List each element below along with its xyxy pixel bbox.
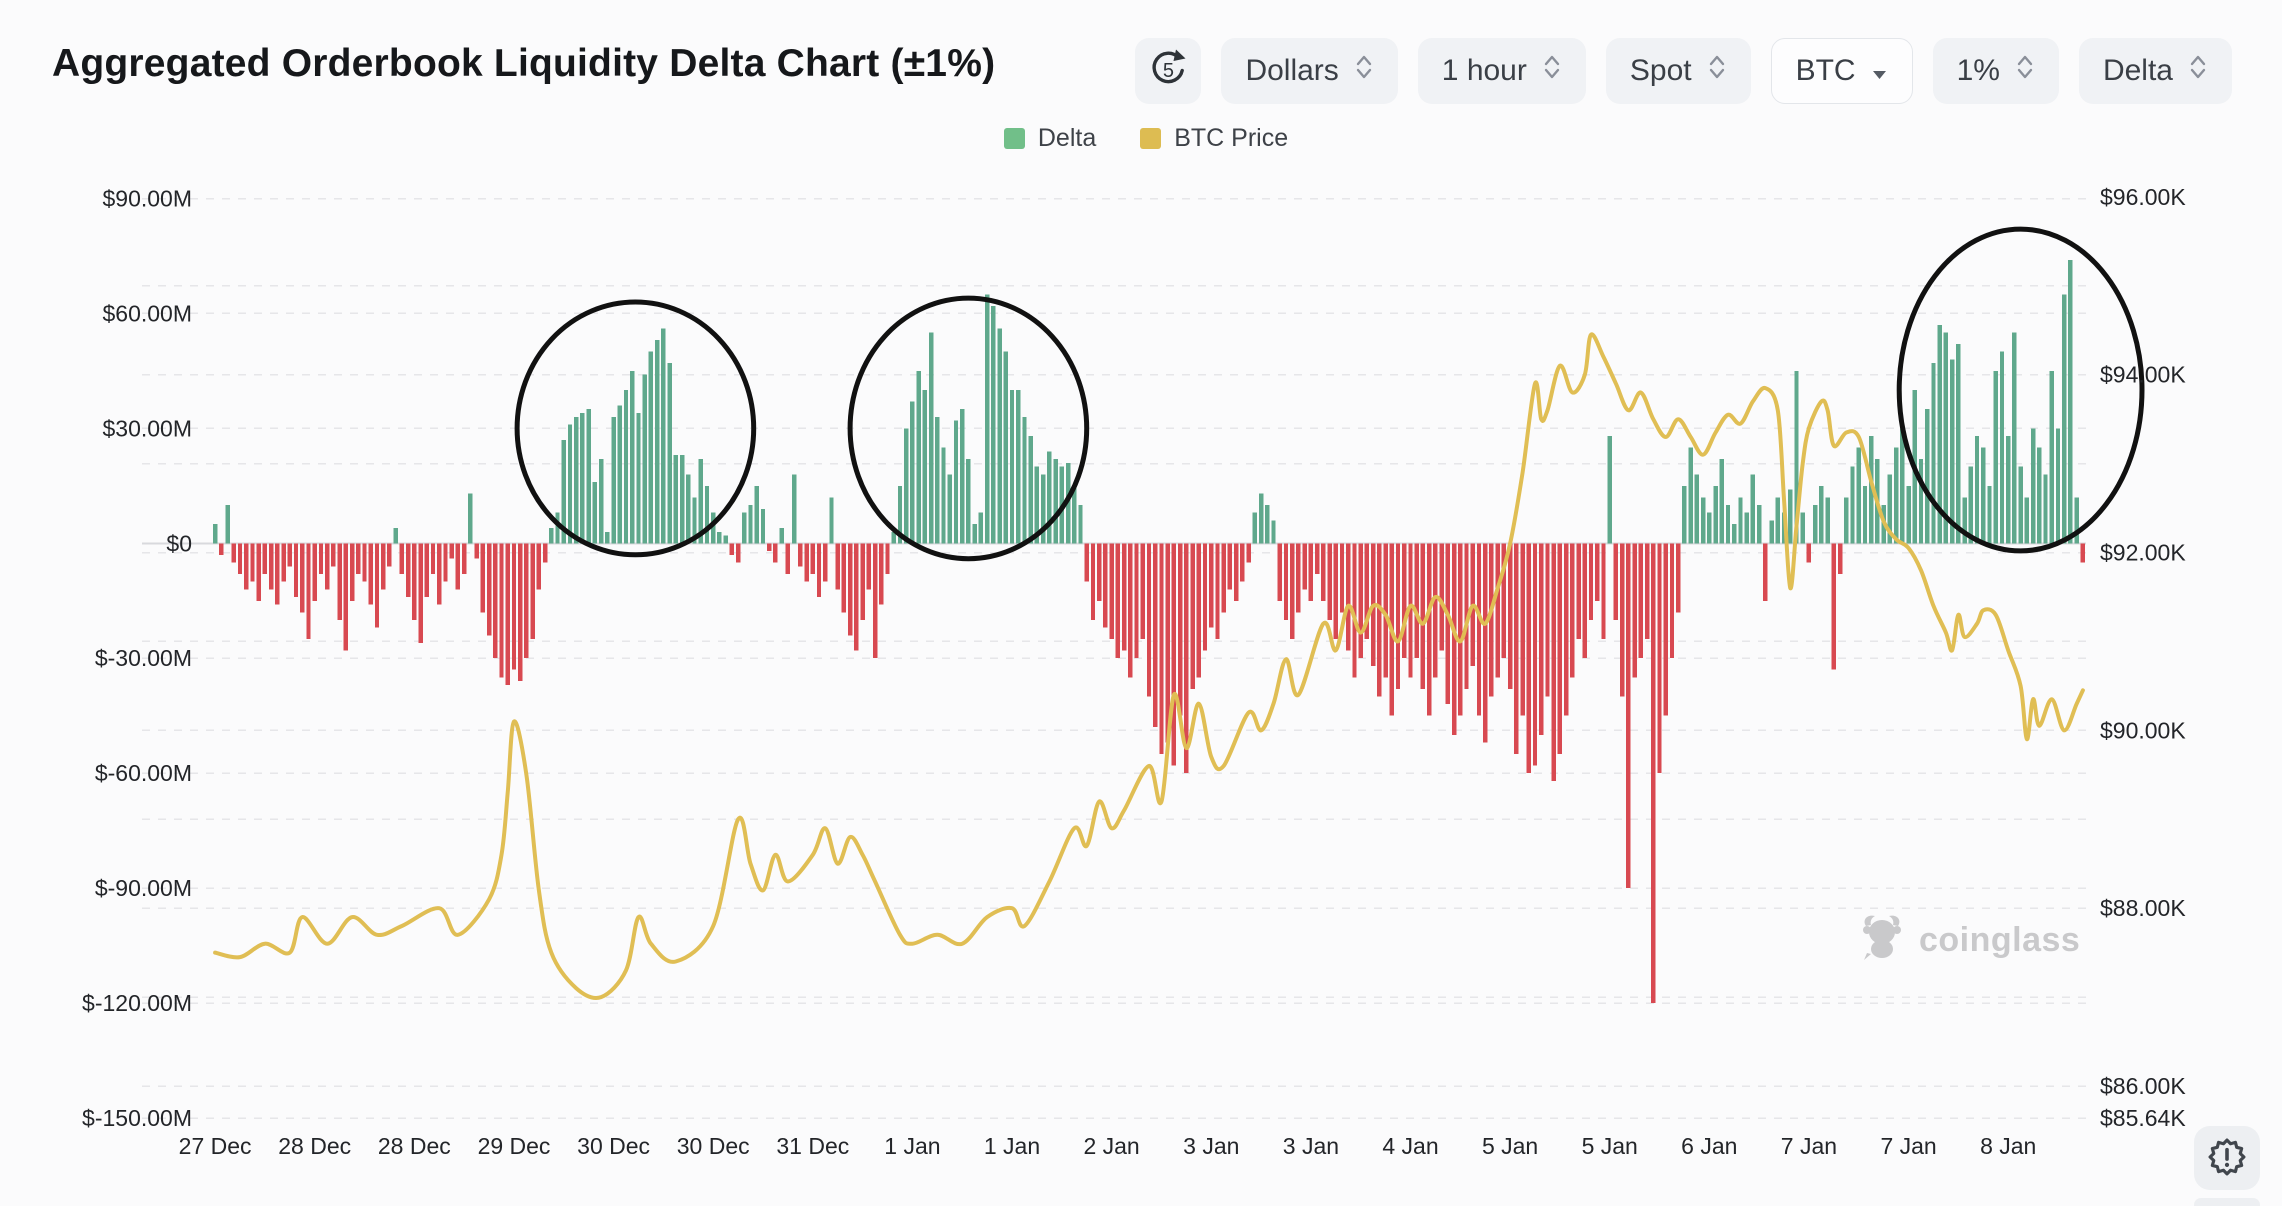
chevron-updown-icon xyxy=(1354,52,1374,90)
chart-toolbar: 5 Dollars 1 hour Spot BTC 1% Delta xyxy=(1135,38,2232,104)
partially-visible-button[interactable] xyxy=(2194,1198,2260,1206)
svg-text:27 Dec: 27 Dec xyxy=(179,1133,252,1159)
select-value: 1% xyxy=(1956,54,2000,87)
svg-text:5 Jan: 5 Jan xyxy=(1582,1133,1638,1159)
svg-text:$-150.00M: $-150.00M xyxy=(82,1105,192,1131)
svg-text:$96.00K: $96.00K xyxy=(2100,184,2186,210)
chevron-updown-icon xyxy=(2015,52,2035,90)
svg-text:29 Dec: 29 Dec xyxy=(478,1133,551,1159)
coinglass-watermark-text: coinglass xyxy=(1919,921,2081,959)
svg-text:3 Jan: 3 Jan xyxy=(1283,1133,1339,1159)
select-1-[interactable]: 1% xyxy=(1932,38,2059,104)
legend-item-btc-price[interactable]: BTC Price xyxy=(1140,124,1288,153)
select-value: 1 hour xyxy=(1441,54,1527,87)
chevron-updown-icon xyxy=(1707,52,1727,90)
svg-text:$-60.00M: $-60.00M xyxy=(95,760,192,786)
svg-text:28 Dec: 28 Dec xyxy=(378,1133,451,1159)
svg-text:4 Jan: 4 Jan xyxy=(1382,1133,1438,1159)
svg-text:$-30.00M: $-30.00M xyxy=(95,645,192,671)
svg-text:$86.00K: $86.00K xyxy=(2100,1073,2186,1099)
chart-legend: Delta BTC Price xyxy=(206,124,2086,153)
svg-text:8 Jan: 8 Jan xyxy=(1980,1133,2036,1159)
svg-text:30 Dec: 30 Dec xyxy=(577,1133,650,1159)
select-1-hour[interactable]: 1 hour xyxy=(1417,38,1586,104)
select-value: BTC xyxy=(1795,54,1856,87)
refresh-button[interactable]: 5 xyxy=(1135,38,1202,104)
svg-text:$-120.00M: $-120.00M xyxy=(82,990,192,1016)
axis-labels: $90.00M $60.00M $30.00M $0 $-30.00M $-60.00M $… xyxy=(82,184,2186,1159)
svg-text:$92.00K: $92.00K xyxy=(2100,540,2186,566)
legend-swatch xyxy=(1140,128,1162,149)
legend-label: BTC Price xyxy=(1174,124,1289,152)
svg-text:$-90.00M: $-90.00M xyxy=(95,875,192,901)
refresh-count: 5 xyxy=(1162,59,1174,82)
select-btc[interactable]: BTC xyxy=(1770,38,1913,104)
svg-text:7 Jan: 7 Jan xyxy=(1880,1133,1936,1159)
coinglass-watermark: coinglass xyxy=(1858,912,2080,969)
svg-text:7 Jan: 7 Jan xyxy=(1781,1133,1837,1159)
svg-text:$85.64K: $85.64K xyxy=(2100,1105,2186,1131)
annotation-circle-3 xyxy=(1896,226,2145,554)
svg-text:$30.00M: $30.00M xyxy=(102,415,192,441)
select-delta[interactable]: Delta xyxy=(2078,38,2232,104)
select-dollars[interactable]: Dollars xyxy=(1221,38,1398,104)
svg-text:$90.00K: $90.00K xyxy=(2100,717,2186,743)
svg-text:$88.00K: $88.00K xyxy=(2100,895,2186,921)
annotation-circle-1 xyxy=(514,299,757,558)
chevron-updown-icon xyxy=(1542,52,1562,90)
toolbar-selects: Dollars 1 hour Spot BTC 1% Delta xyxy=(1221,38,2232,104)
alert-seal-button[interactable] xyxy=(2194,1126,2260,1190)
svg-text:$0: $0 xyxy=(166,530,192,556)
svg-text:3 Jan: 3 Jan xyxy=(1183,1133,1239,1159)
svg-text:5 Jan: 5 Jan xyxy=(1482,1133,1538,1159)
select-spot[interactable]: Spot xyxy=(1605,38,1751,104)
select-value: Spot xyxy=(1629,54,1692,87)
legend-label: Delta xyxy=(1037,124,1097,152)
seal-alert-icon xyxy=(2208,1138,2246,1179)
svg-text:30 Dec: 30 Dec xyxy=(677,1133,750,1159)
svg-text:1 Jan: 1 Jan xyxy=(884,1133,940,1159)
svg-text:31 Dec: 31 Dec xyxy=(776,1133,849,1159)
legend-item-delta[interactable]: Delta xyxy=(1003,124,1097,153)
svg-text:1 Jan: 1 Jan xyxy=(984,1133,1040,1159)
coinglass-logo-icon xyxy=(1858,912,1906,969)
caret-down-icon xyxy=(1871,54,1888,88)
svg-text:28 Dec: 28 Dec xyxy=(278,1133,351,1159)
refresh-countdown-icon xyxy=(1146,48,1190,95)
delta-bars-series xyxy=(212,259,2086,1004)
svg-text:$90.00M: $90.00M xyxy=(102,186,192,212)
btc-price-line xyxy=(213,332,2085,1000)
page-title: Aggregated Orderbook Liquidity Delta Cha… xyxy=(52,42,996,85)
legend-swatch xyxy=(1003,128,1025,149)
svg-text:$94.00K: $94.00K xyxy=(2100,362,2186,388)
svg-text:2 Jan: 2 Jan xyxy=(1083,1133,1139,1159)
svg-text:6 Jan: 6 Jan xyxy=(1681,1133,1737,1159)
annotation-circle-2 xyxy=(847,295,1090,562)
select-value: Delta xyxy=(2102,54,2173,87)
svg-text:$60.00M: $60.00M xyxy=(102,300,192,326)
chevron-updown-icon xyxy=(2188,52,2208,90)
select-value: Dollars xyxy=(1245,54,1339,87)
